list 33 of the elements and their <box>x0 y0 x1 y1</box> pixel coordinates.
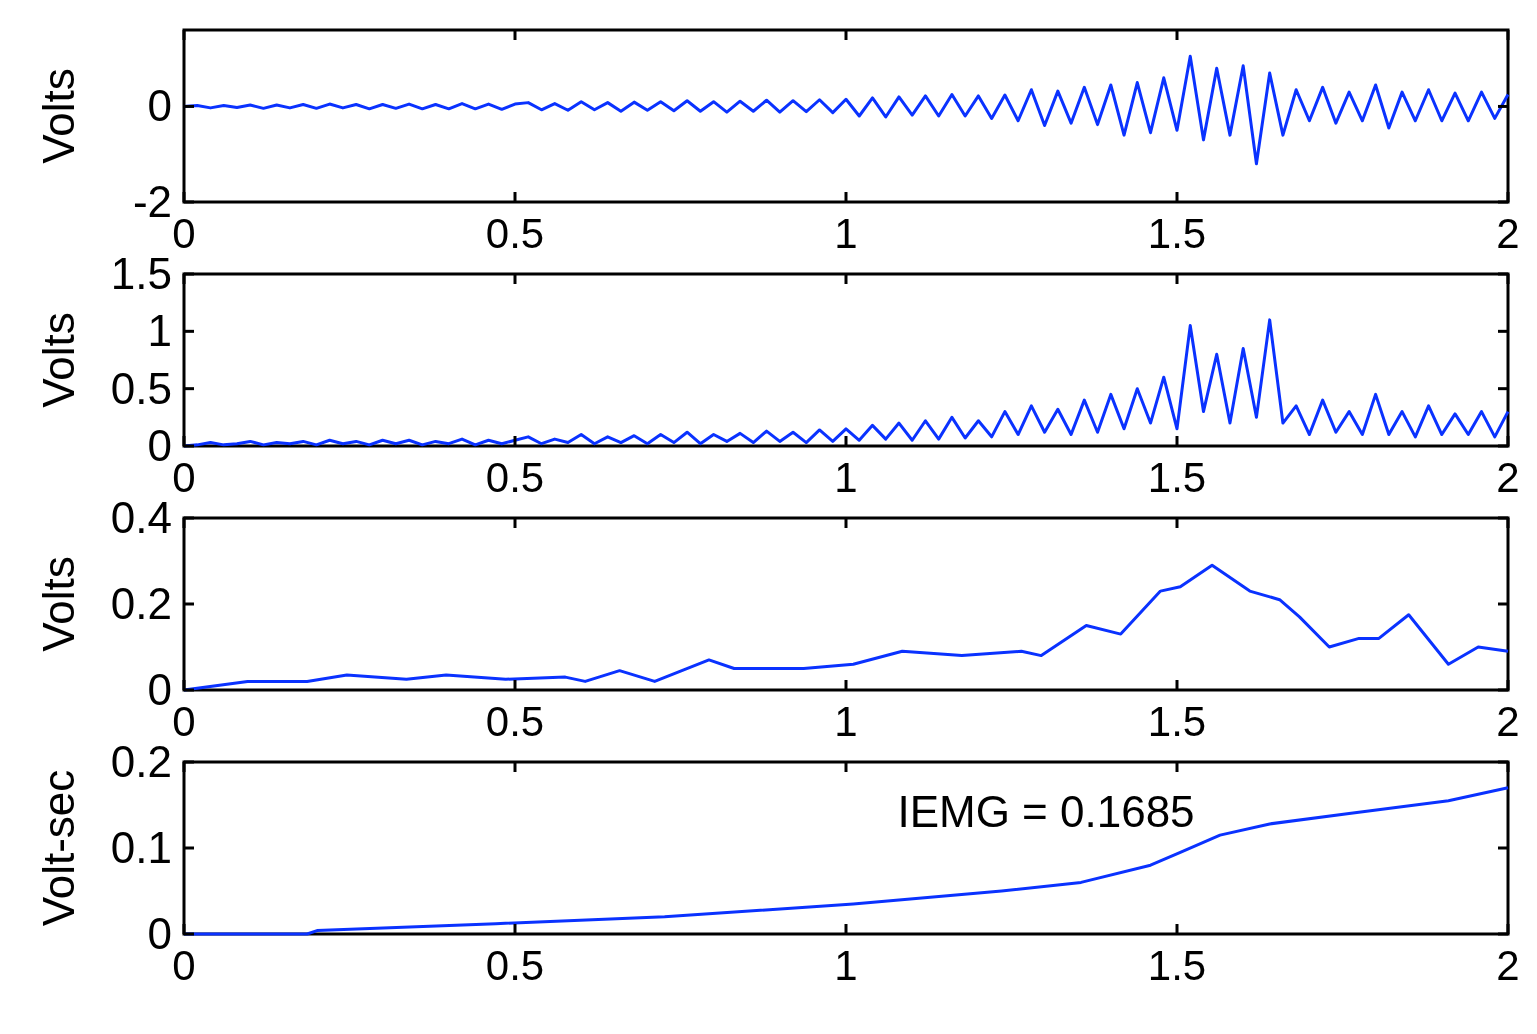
y-axis-title: Volts <box>34 556 83 652</box>
x-tick-label: 1 <box>834 942 858 989</box>
x-tick-label: 1 <box>834 210 858 257</box>
x-tick-label: 1.5 <box>1147 210 1207 257</box>
y-tick-label: 0 <box>147 421 172 470</box>
y-tick-label: 0 <box>147 909 172 958</box>
x-tick-label: 2 <box>1496 210 1520 257</box>
x-tick-label: 1 <box>834 454 858 501</box>
y-tick-label: 1.5 <box>110 249 172 298</box>
y-tick-label: 0 <box>147 665 172 714</box>
x-tick-label: 2 <box>1496 942 1520 989</box>
x-tick-label: 0.5 <box>485 454 545 501</box>
y-axis-title: Volts <box>34 68 83 164</box>
x-tick-label: 1.5 <box>1147 454 1207 501</box>
y-tick-label: 0 <box>147 81 172 131</box>
y-tick-label: 0.2 <box>110 737 172 786</box>
y-tick-label: 0.2 <box>110 579 172 628</box>
y-tick-label: 0.5 <box>110 363 172 413</box>
annotation: IEMG = 0.1685 <box>897 787 1195 837</box>
y-tick-label: 0.4 <box>110 493 172 542</box>
x-tick-label: 2 <box>1496 698 1520 745</box>
x-tick-label: 2 <box>1496 454 1520 501</box>
x-tick-label: 0.5 <box>485 210 545 257</box>
y-tick-label: 1 <box>147 306 172 356</box>
y-axis-title: Volts <box>34 312 83 408</box>
x-tick-label: 0.5 <box>485 942 545 989</box>
x-tick-label: 1 <box>834 698 858 745</box>
x-tick-label: 1.5 <box>1147 698 1207 745</box>
x-tick-label: 0.5 <box>485 698 545 745</box>
y-axis-title: Volt-sec <box>34 769 83 927</box>
x-tick-label: 1.5 <box>1147 942 1207 989</box>
y-tick-label: 0.1 <box>110 823 172 872</box>
y-tick-label: -2 <box>132 177 172 226</box>
